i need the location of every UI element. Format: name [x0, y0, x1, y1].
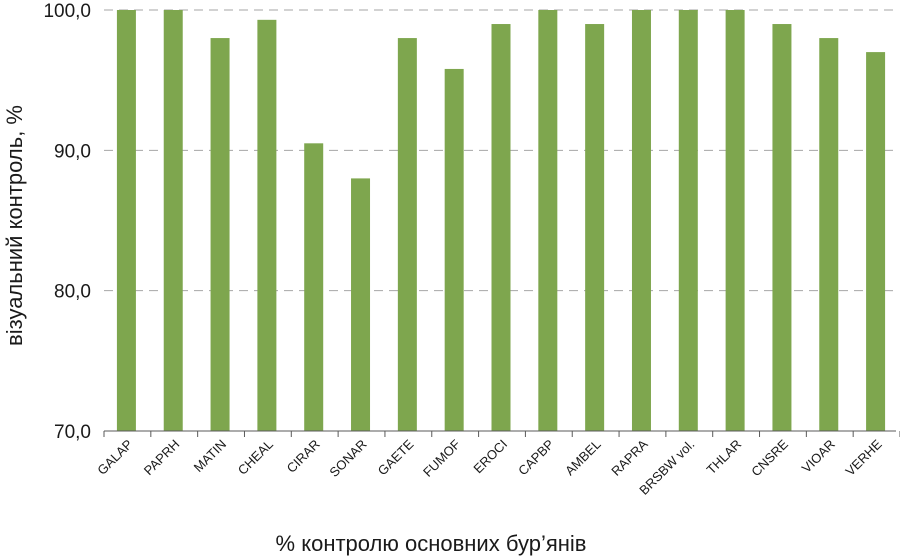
x-tick-label: AMBEL [562, 437, 604, 479]
y-axis-label: візуальний контроль, % [2, 105, 27, 346]
y-tick-labels: 70,0 80,0 90,0 100,0 [43, 1, 91, 443]
x-tick-label: CHEAL [235, 437, 276, 478]
bar [491, 24, 511, 432]
y-tick-label: 90,0 [54, 141, 91, 162]
bars [116, 10, 886, 432]
bar [304, 143, 324, 432]
x-tick-label: CNSRE [748, 436, 791, 479]
bar [725, 10, 745, 431]
x-tick-label: VIOAR [799, 437, 838, 476]
x-tick-label: GAETE [375, 436, 417, 478]
bar [397, 38, 417, 432]
bar [819, 38, 839, 432]
axes [103, 430, 900, 437]
x-tick-label: THLAR [703, 437, 744, 478]
x-tick-label: SONAR [326, 437, 369, 480]
x-tick-label: MATIN [191, 437, 230, 476]
x-tick-label: GALAP [94, 437, 135, 478]
bar [257, 19, 277, 431]
bar [116, 10, 136, 431]
bar [163, 10, 183, 431]
bar [631, 10, 651, 431]
x-tick-label: FUMOF [420, 436, 463, 479]
x-tick-label: RAPRA [608, 436, 651, 479]
x-tick-label: CAPBP [515, 437, 557, 479]
bar [538, 10, 558, 431]
bar [444, 68, 464, 431]
bar [678, 10, 698, 431]
x-tick-labels: GALAP PAPRH MATIN CHEAL CIRAR SONAR GAETE FUMOF… [94, 436, 885, 497]
y-tick-label: 70,0 [54, 422, 91, 443]
y-tick-label: 80,0 [54, 282, 91, 303]
x-tick-label: CIRAR [284, 437, 323, 476]
bar [585, 24, 605, 432]
x-tick-label: VERHE [842, 436, 885, 479]
bar [772, 24, 792, 432]
bar [351, 178, 371, 431]
bar [866, 52, 886, 431]
x-axis-label: % контролю основних бур’янів [276, 531, 587, 556]
x-tick-label: PAPRH [141, 437, 183, 479]
y-tick-label: 100,0 [43, 1, 91, 22]
bar [210, 38, 230, 432]
x-tick-label: EROCI [470, 437, 510, 477]
